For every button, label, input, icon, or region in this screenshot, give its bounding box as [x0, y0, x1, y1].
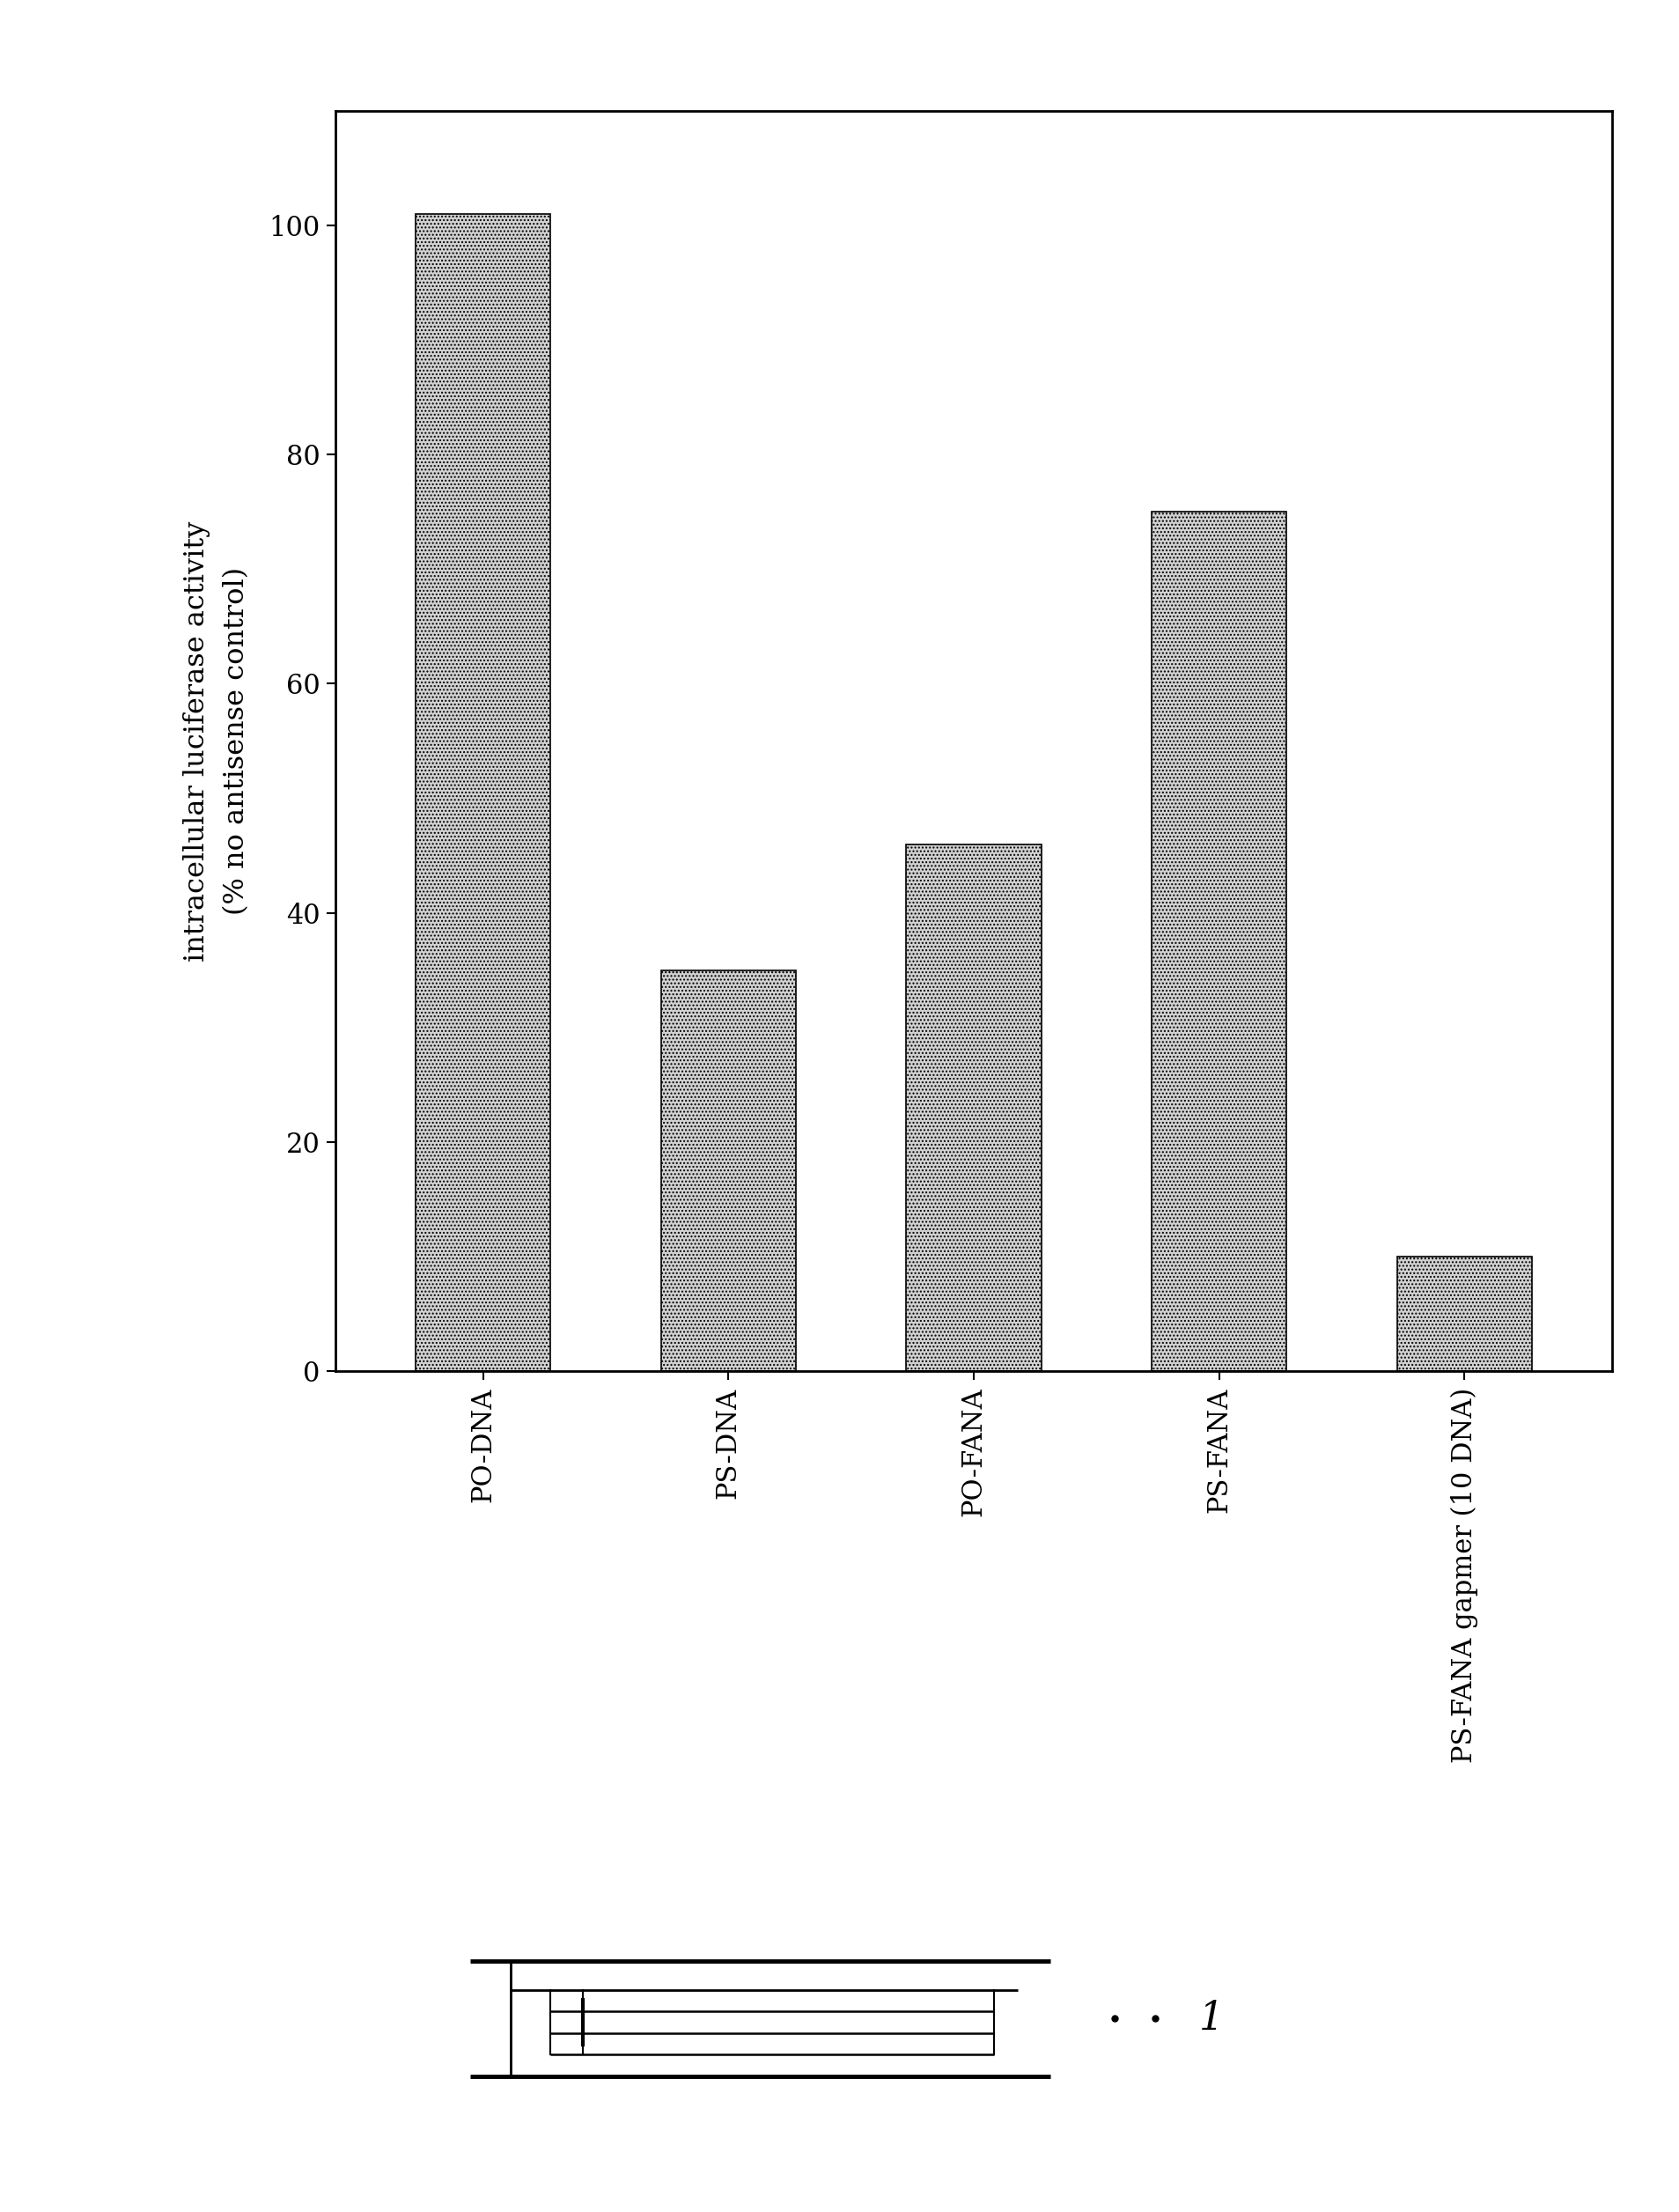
Bar [416, 215, 551, 1371]
Text: 1: 1 [1199, 2000, 1224, 2037]
Bar [907, 845, 1041, 1371]
Bar [1152, 511, 1286, 1371]
Bar [662, 971, 796, 1371]
Bar [1397, 1256, 1533, 1371]
Y-axis label: intracellular luciferase activity
(% no antisense control): intracellular luciferase activity (% no … [183, 520, 250, 962]
